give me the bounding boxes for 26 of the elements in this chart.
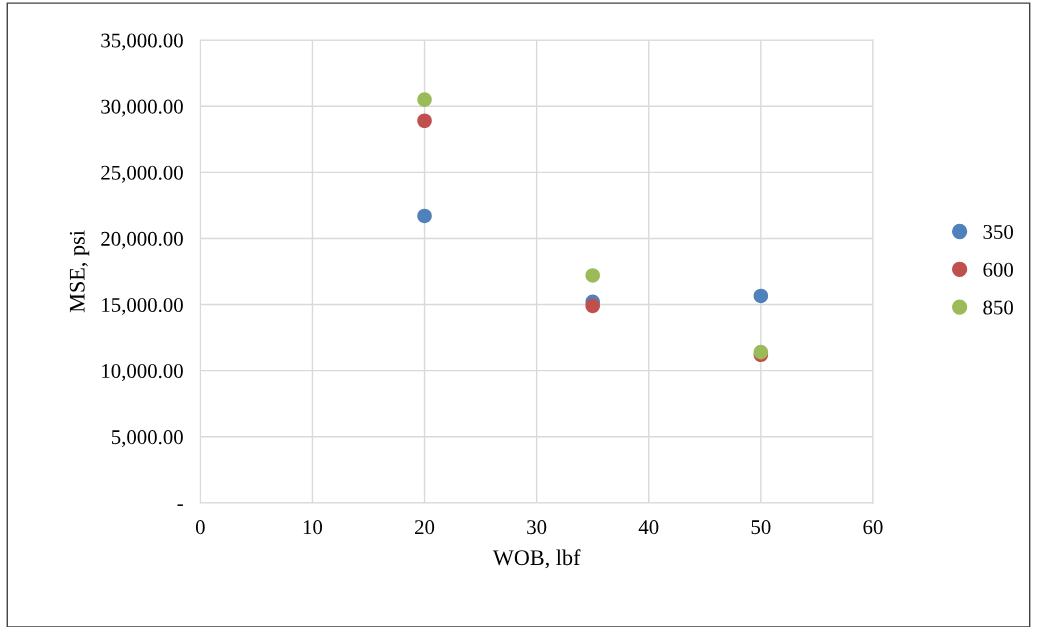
point xyxy=(417,208,432,224)
x-tick-label: 10 xyxy=(303,520,323,535)
x-axis-title: WOB, lbf xyxy=(492,549,581,569)
point xyxy=(585,268,600,283)
x-tick-label: 50 xyxy=(751,520,771,535)
y-tick-label: 35,000.00 xyxy=(101,33,183,51)
y-tick-label: - xyxy=(177,504,183,506)
y-tick-label: 10,000.00 xyxy=(102,364,183,382)
legend-label: 600 xyxy=(983,262,1013,277)
point xyxy=(753,288,769,304)
legend-label: 350 xyxy=(983,224,1013,239)
y-axis-title: MSE, psi xyxy=(69,230,90,313)
y-tick-label: 5,000.00 xyxy=(111,430,183,448)
y-tick-label: 15,000.00 xyxy=(102,297,183,315)
x-tick-label: 0 xyxy=(195,520,205,535)
x-tick-label: 60 xyxy=(863,520,883,535)
legend-label: 850 xyxy=(983,300,1013,315)
x-tick-label: 20 xyxy=(415,520,435,535)
x-tick-label: 30 xyxy=(527,520,547,535)
y-tick-label: 25,000.00 xyxy=(101,165,183,183)
point xyxy=(417,92,432,107)
point xyxy=(585,298,600,314)
x-tick-label: 40 xyxy=(638,520,659,535)
y-tick-label: 20,000.00 xyxy=(101,231,183,249)
y-tick-label: 30,000.00 xyxy=(101,99,183,117)
point xyxy=(417,113,432,129)
